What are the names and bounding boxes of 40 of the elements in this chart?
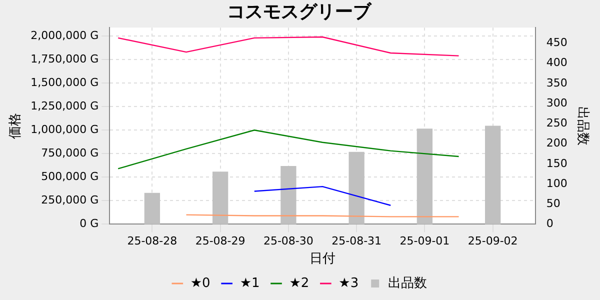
y2-tick-label: 100 (546, 176, 568, 190)
y2-tick-label: 350 (546, 76, 568, 90)
y2-axis-title: 出品数 (574, 106, 590, 146)
bar (144, 192, 160, 224)
legend-label: ★1 (240, 276, 260, 291)
y-tick-label: 2,000,000 G (30, 28, 99, 42)
x-tick-label: 25-08-29 (195, 234, 246, 248)
y-tick-label: 1,250,000 G (30, 99, 99, 112)
y2-tick-label: 150 (546, 156, 568, 170)
y2-tick-label: 250 (546, 116, 568, 130)
x-tick-label: 25-08-31 (332, 234, 382, 248)
y-tick-label: 1,750,000 G (30, 52, 99, 66)
chart-title: コスモスグリーブ (227, 1, 372, 22)
y2-tick-label: 50 (546, 196, 560, 210)
y-tick-label: 250,000 G (41, 194, 99, 207)
bar (212, 172, 228, 224)
y-tick-label: 750,000 G (41, 146, 99, 160)
y-tick-label: 1,500,000 G (30, 76, 99, 89)
bar (484, 126, 501, 224)
y2-tick-label: 400 (546, 56, 568, 70)
bar (348, 152, 364, 224)
x-axis-title: 日付 (310, 252, 336, 267)
legend-label: ★2 (289, 276, 310, 291)
x-tick-label: 25-08-28 (127, 234, 178, 248)
x-tick-label: 25-09-01 (400, 234, 450, 248)
x-tick-label: 25-09-02 (468, 234, 518, 248)
y2-tick-label: 200 (546, 136, 568, 150)
y-tick-label: 500,000 G (41, 170, 99, 184)
bar (280, 166, 296, 224)
y-axis-title: 価格 (8, 112, 24, 139)
y-tick-label: 1,000,000 G (30, 122, 99, 136)
legend-label: ★0 (190, 276, 210, 291)
legend-label: 出品数 (388, 276, 428, 291)
legend-label: ★3 (338, 276, 359, 291)
y-tick-label: 0 G (80, 217, 99, 230)
x-tick-label: 25-08-30 (263, 234, 314, 248)
y2-tick-label: 300 (546, 96, 568, 110)
bar (416, 128, 433, 224)
y2-tick-label: 450 (546, 36, 568, 50)
y2-tick-label: 0 (546, 217, 554, 230)
